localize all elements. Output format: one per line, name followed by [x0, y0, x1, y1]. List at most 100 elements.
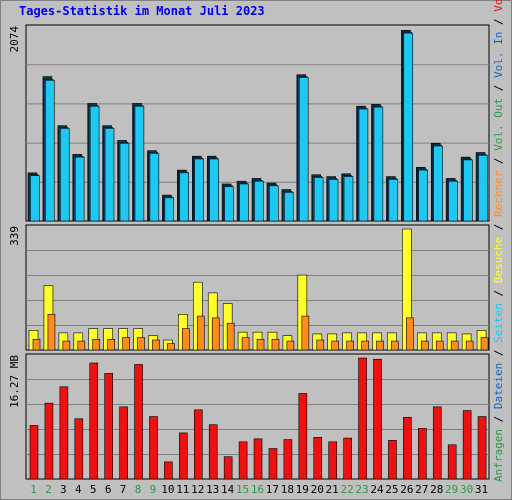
legend-entry: /	[492, 343, 505, 363]
bar-middle-rechner-day-3	[62, 340, 71, 351]
bar-top-seiten-day-26	[403, 32, 414, 222]
bar-middle-rechner-day-6	[107, 338, 115, 351]
bar-top-seiten-day-24	[373, 106, 384, 222]
panel-3-ymax-label: 16.27 MB	[8, 355, 21, 408]
bar-middle-rechner-day-15	[241, 337, 250, 351]
bar-middle-rechner-day-28	[435, 340, 444, 351]
bar-middle-rechner-day-9	[152, 339, 160, 351]
bar-middle-rechner-day-21	[331, 340, 340, 351]
bar-middle-rechner-day-17	[271, 338, 280, 351]
bar-top-seiten-day-17	[269, 185, 279, 222]
bar-top-seiten-day-8	[134, 105, 145, 222]
bar-top-seiten-day-16	[254, 180, 264, 222]
bar-middle-rechner-day-24	[376, 340, 384, 351]
x-tick-label-12: 12	[191, 483, 204, 496]
bar-bottom-volumen-day-3	[59, 386, 69, 480]
bar-bottom-volumen-day-29	[447, 444, 457, 480]
bar-bottom-volumen-day-13	[208, 424, 218, 480]
x-tick-label-28: 28	[430, 483, 443, 496]
bar-top-seiten-day-23	[358, 108, 369, 222]
bar-middle-rechner-day-31	[480, 337, 489, 351]
bar-bottom-volumen-day-20	[313, 437, 323, 480]
x-tick-label-8: 8	[135, 483, 142, 496]
bar-top-seiten-day-29	[448, 180, 458, 222]
x-tick-label-25: 25	[385, 483, 398, 496]
bar-bottom-volumen-day-2	[44, 402, 54, 480]
bar-bottom-volumen-day-4	[74, 418, 84, 480]
bar-bottom-volumen-day-12	[193, 409, 203, 480]
x-tick-label-2: 2	[45, 483, 52, 496]
bar-bottom-volumen-day-10	[164, 461, 173, 480]
x-tick-label-13: 13	[206, 483, 219, 496]
bar-middle-rechner-day-20	[316, 339, 325, 351]
x-tick-label-14: 14	[221, 483, 235, 496]
bar-top-seiten-day-11	[179, 172, 189, 222]
bar-middle-rechner-day-18	[286, 340, 295, 351]
bar-top-seiten-day-13	[209, 158, 219, 222]
bar-middle-rechner-day-16	[256, 338, 265, 351]
bar-middle-rechner-day-27	[421, 340, 429, 351]
bar-middle-rechner-day-10	[167, 343, 175, 351]
legend-entry: Anfragen	[492, 429, 505, 482]
x-tick-label-15: 15	[236, 483, 249, 496]
bar-bottom-volumen-day-7	[119, 406, 128, 480]
x-tick-label-10: 10	[161, 483, 174, 496]
right-legend: Anfragen / Dateien / Seiten / Besuche / …	[492, 0, 505, 482]
x-tick-label-5: 5	[90, 483, 97, 496]
bar-bottom-volumen-day-22	[343, 437, 352, 480]
x-tick-label-24: 24	[370, 483, 384, 496]
bar-top-seiten-day-15	[239, 183, 249, 222]
bar-bottom-volumen-day-14	[223, 456, 233, 480]
bar-middle-rechner-day-25	[391, 340, 399, 351]
bar-middle-rechner-day-29	[450, 340, 459, 351]
bar-middle-rechner-day-8	[137, 337, 145, 351]
legend-entry: Vol. Out	[492, 98, 505, 151]
x-tick-label-20: 20	[311, 483, 324, 496]
panel-2-ymax-label: 339	[8, 226, 21, 246]
bar-bottom-volumen-day-5	[89, 362, 99, 480]
bar-bottom-volumen-day-19	[298, 393, 308, 480]
legend-entry: Rechner	[492, 170, 505, 217]
bar-bottom-volumen-day-24	[373, 358, 382, 480]
bar-middle-rechner-day-19	[301, 315, 310, 351]
legend-entry: /	[492, 78, 505, 98]
x-tick-label-6: 6	[105, 483, 112, 496]
bar-bottom-volumen-day-21	[328, 441, 338, 480]
x-tick-label-23: 23	[355, 483, 368, 496]
bar-top-seiten-day-21	[328, 179, 339, 222]
bar-top-seiten-day-7	[119, 142, 130, 222]
bar-top-seiten-day-4	[74, 156, 85, 222]
bar-top-seiten-day-19	[298, 77, 309, 222]
x-tick-label-18: 18	[281, 483, 294, 496]
bar-top-seiten-day-27	[418, 169, 428, 222]
bar-top-seiten-day-25	[388, 179, 399, 222]
bar-bottom-volumen-day-23	[358, 357, 367, 480]
bar-top-seiten-day-30	[463, 159, 473, 222]
x-tick-label-9: 9	[150, 483, 157, 496]
legend-entry: /	[492, 12, 505, 32]
bar-top-seiten-day-20	[313, 177, 324, 222]
bar-bottom-volumen-day-8	[134, 364, 143, 480]
x-tick-label-26: 26	[400, 483, 413, 496]
bar-top-seiten-day-3	[59, 128, 70, 222]
bar-bottom-volumen-day-11	[179, 432, 188, 480]
x-tick-label-30: 30	[460, 483, 473, 496]
bar-middle-rechner-day-1	[32, 338, 41, 351]
bar-bottom-volumen-day-30	[462, 410, 472, 480]
legend-entry: Besuche	[492, 237, 505, 283]
bar-bottom-volumen-day-18	[283, 439, 293, 480]
bar-bottom-volumen-day-26	[403, 416, 412, 480]
x-tick-label-22: 22	[340, 483, 353, 496]
x-tick-label-1: 1	[30, 483, 37, 496]
x-tick-label-31: 31	[475, 483, 488, 496]
bar-middle-rechner-day-13	[211, 317, 220, 351]
x-tick-label-29: 29	[445, 483, 458, 496]
bar-bottom-volumen-day-25	[388, 440, 397, 480]
bar-bottom-volumen-day-15	[238, 441, 248, 480]
bar-bottom-volumen-day-27	[418, 428, 427, 480]
x-tick-label-27: 27	[415, 483, 428, 496]
legend-entry: Seiten	[492, 303, 505, 343]
bar-top-seiten-day-28	[433, 145, 443, 222]
bar-middle-rechner-day-4	[77, 340, 86, 351]
